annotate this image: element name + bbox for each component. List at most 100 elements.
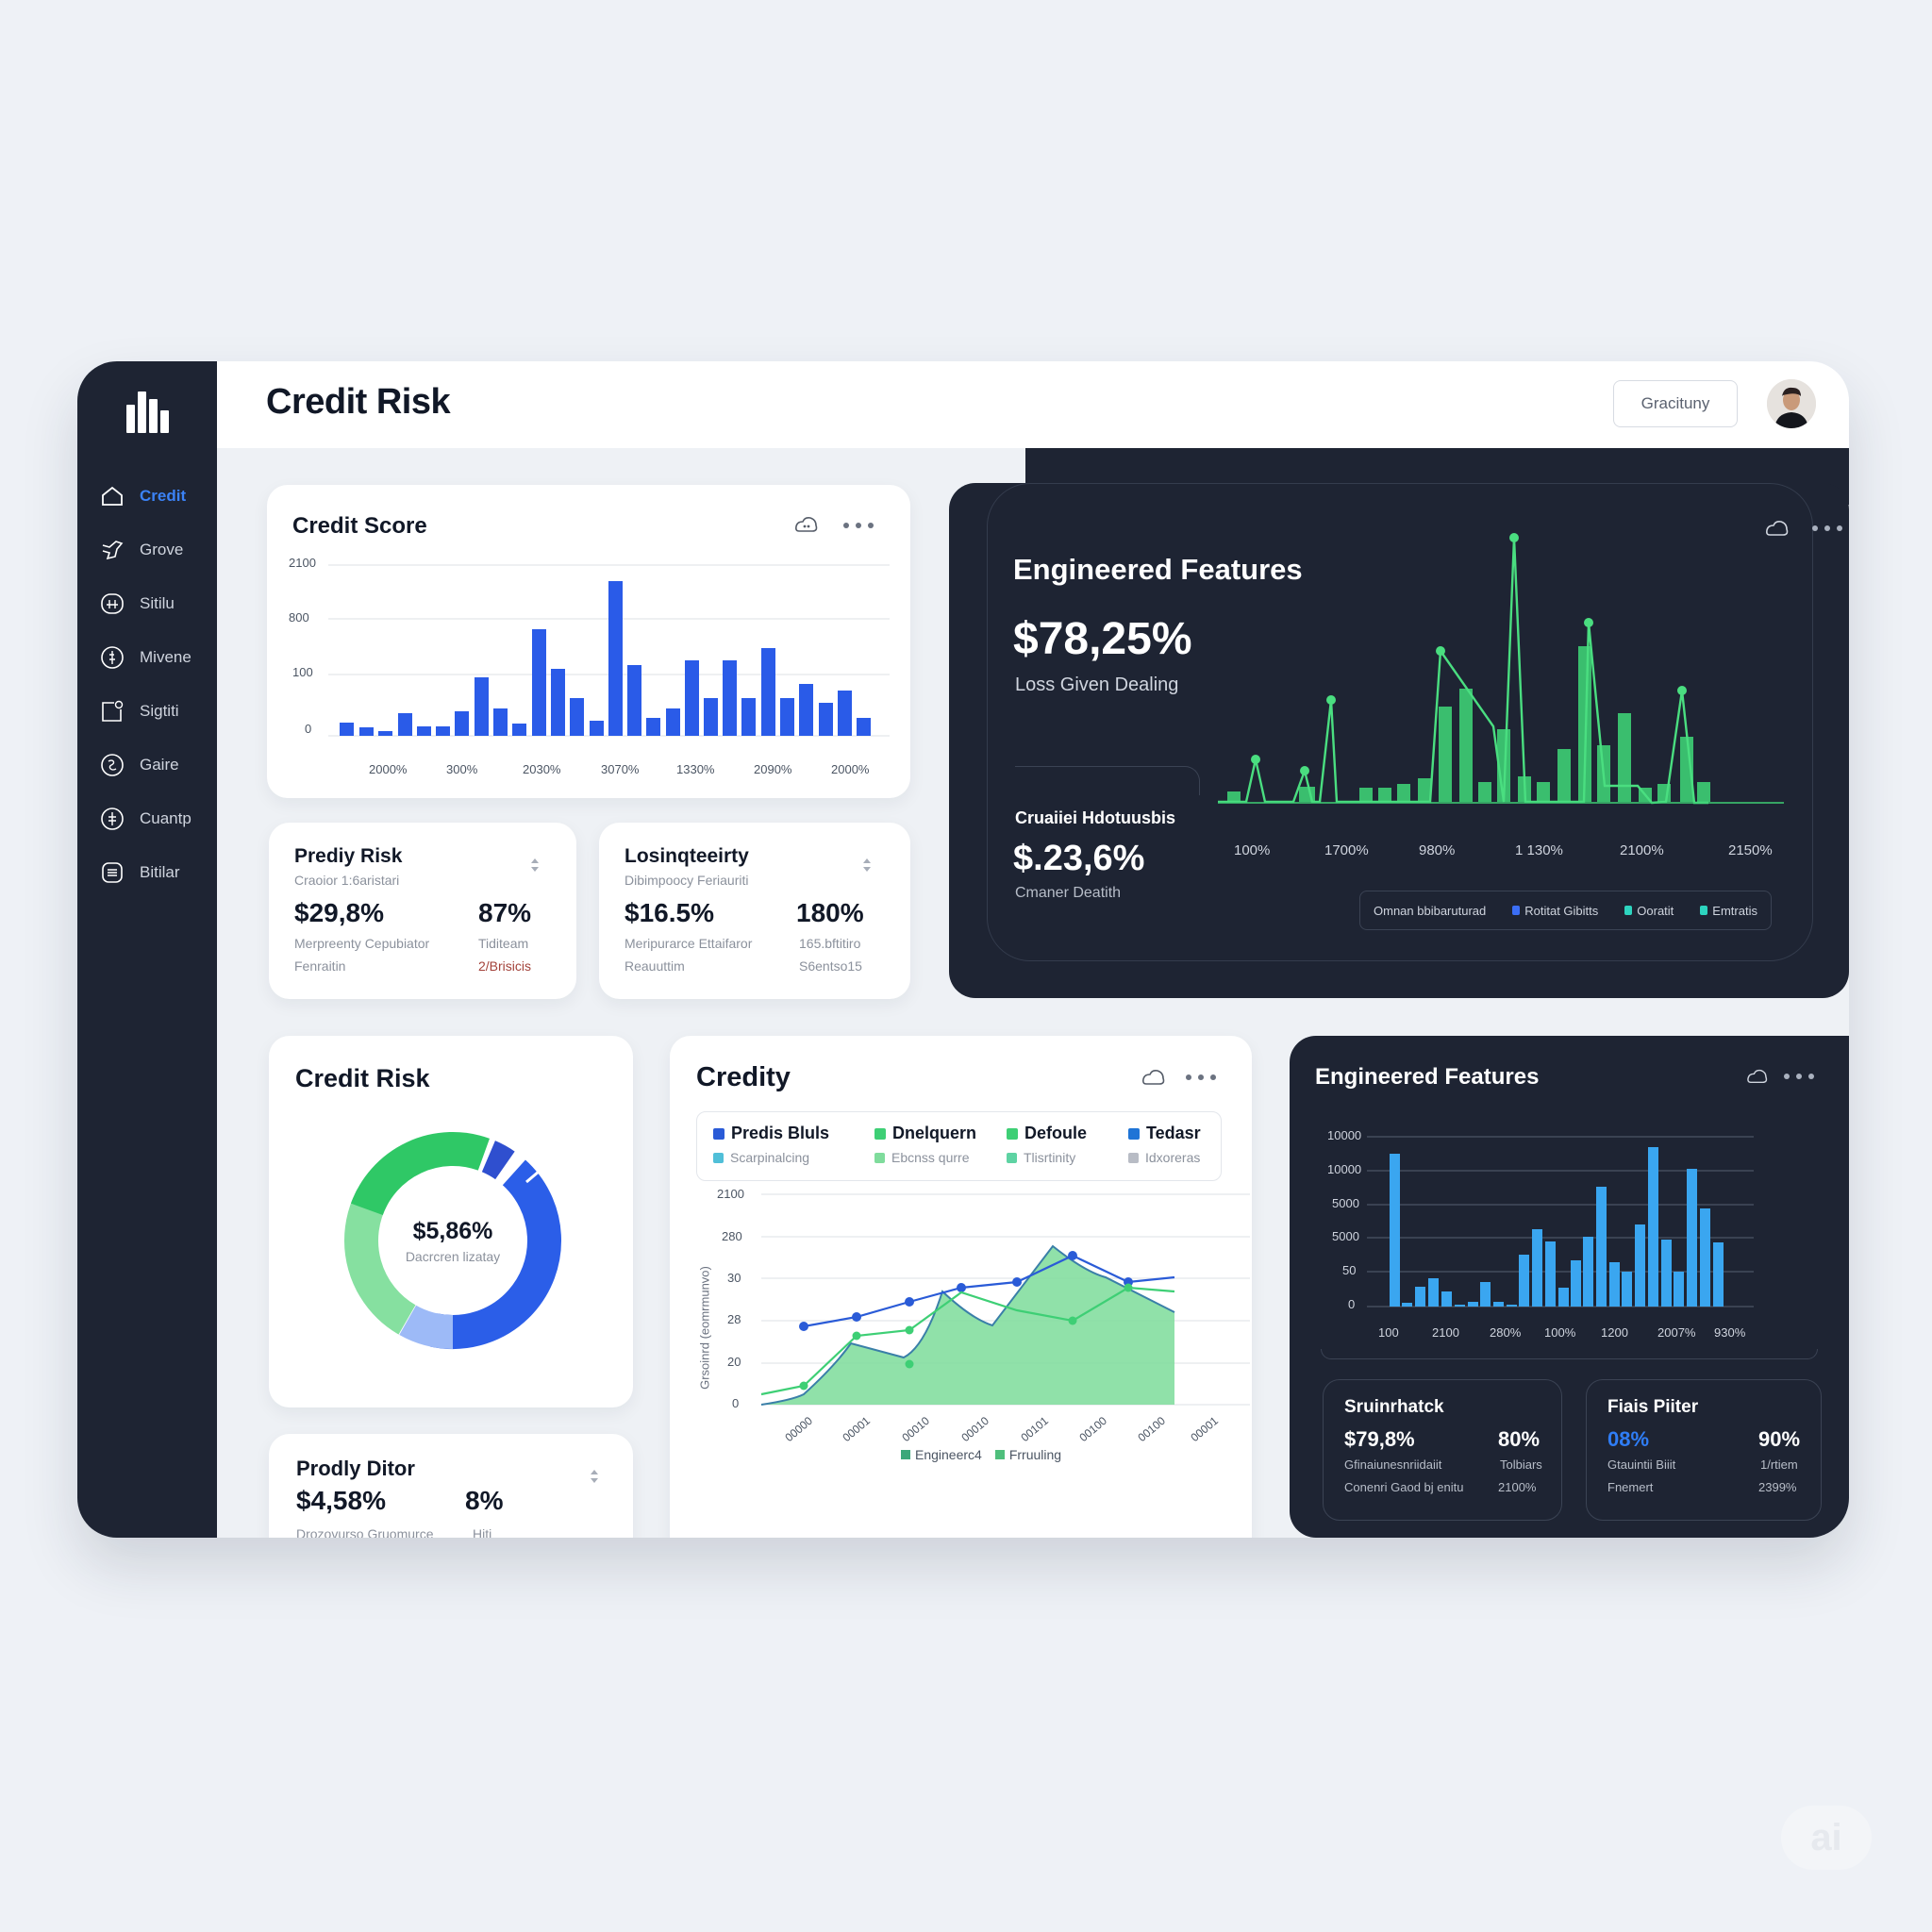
card-title: Credit Score [292,513,427,539]
more-options-icon[interactable] [1812,525,1842,531]
sub-value: $.23,6% [1013,839,1145,878]
avatar[interactable] [1767,379,1816,428]
x-tick: 00100 [1135,1413,1168,1445]
x-tick: 00001 [840,1413,873,1445]
stat-label: 1/rtiem [1760,1457,1798,1472]
card-title: Credity [696,1062,791,1092]
card-subtitle: Craoior 1:6aristari [294,873,400,888]
user-avatar-icon [1767,379,1816,428]
value-label: Meripurarce Ettaifaror [625,936,753,951]
value-label: Merpreenty Cepubiator [294,936,430,951]
y-tick: 0 [732,1396,740,1410]
primary-value: $29,8% [294,898,384,927]
more-options-icon[interactable] [1186,1074,1216,1080]
engineered-features-combo-chart [1218,533,1784,805]
bird-icon [102,541,124,560]
stat-card: Fiais Piiter 08% 90% Gtauintii Biiit Fne… [1586,1379,1822,1521]
x-tick: 2100% [1620,842,1664,858]
card-title: Credit Risk [295,1064,430,1092]
cloud-icon[interactable] [1765,519,1790,538]
y-tick: 2100 [717,1187,744,1201]
value-label: Loss Given Dealing [1015,675,1179,695]
secondary-label: S6entso15 [799,958,862,974]
losinqteeirty-card: Losinqteeirty Dibimpoocy Feriauriti $16.… [599,823,910,999]
cloud-icon[interactable] [1746,1068,1769,1085]
sidebar-item-label: Grove [140,541,184,558]
donut-chart [344,1132,563,1349]
legend-item: Omnan bbibaruturad [1374,903,1487,918]
sidebar-item-grove[interactable]: Grove [100,536,217,564]
x-tick: 100% [1234,842,1271,858]
card-title: Losinqteeirty [625,845,749,867]
x-tick: 300% [446,762,478,776]
sidebar-item-cuantp[interactable]: Cuantp [100,805,217,833]
header-action-button[interactable]: Gracituny [1613,380,1738,427]
legend-item: Ebcnss qurre [874,1150,969,1165]
y-tick: 5000 [1332,1196,1359,1210]
y-axis-label: Grsoinrd (eomrmunvo) [697,1266,712,1390]
credity-line-chart [760,1193,1250,1406]
chart-frame [1321,1349,1818,1359]
cloud-icon[interactable] [794,515,819,534]
sidebar: Credit Grove Sitilu Mivene Sigtiti Gaire… [77,361,217,1538]
x-tick: 00000 [782,1413,815,1445]
sidebar-item-sigtiti[interactable]: Sigtiti [100,697,217,725]
y-tick: 0 [305,722,312,736]
y-tick: 0 [1348,1297,1356,1311]
sidebar-item-credit[interactable]: Credit [100,482,217,510]
card-subtitle: Dibimpoocy Feriauriti [625,873,749,888]
sidebar-item-label: Sigtiti [140,702,179,720]
stat-label: Tolbiars [1500,1457,1542,1472]
x-tick: 2100 [1432,1325,1459,1340]
y-tick: 10000 [1327,1162,1362,1176]
sort-icon[interactable] [861,857,873,874]
stat-label: 2399% [1758,1480,1797,1494]
legend-panel: Predis Bluls Dnelquern Defoule Tedasr Sc… [696,1111,1222,1181]
sidebar-item-label: Credit [140,487,187,505]
stat-title: Sruinrhatck [1344,1397,1444,1417]
sort-icon[interactable] [589,1468,600,1485]
sidebar-item-bitilar[interactable]: Bitilar [100,858,217,887]
x-tick: 2000% [831,762,870,776]
sidebar-item-mivene[interactable]: Mivene [100,643,217,672]
sidebar-item-sitilu[interactable]: Sitilu [100,590,217,618]
x-tick: 3070% [601,762,640,776]
y-tick: 30 [727,1271,741,1285]
x-tick: 930% [1714,1325,1746,1340]
more-options-icon[interactable] [843,523,874,528]
legend-item: Dnelquern [874,1124,976,1143]
legend-item: Ooratit [1624,904,1674,918]
x-tick: 2030% [523,762,561,776]
sidebar-item-label: Gaire [140,756,179,774]
x-tick: 00010 [899,1413,932,1445]
y-tick: 5000 [1332,1229,1359,1243]
x-tick: 280% [1490,1325,1522,1340]
stat-label: Fnemert [1607,1480,1654,1494]
sidebar-item-label: Cuantp [140,809,192,827]
card-title: Prodly Ditor [296,1457,415,1480]
predly-risk-card: Prediy Risk Craoior 1:6aristari $29,8% 8… [269,823,576,999]
sidebar-item-label: Sitilu [140,594,175,612]
x-tick: 00101 [1018,1413,1051,1445]
stat-card: Sruinrhatck $79,8% 80% Gfinaiunesnriidai… [1323,1379,1562,1521]
card-title: Engineered Features [1315,1064,1540,1090]
stat-value: 08% [1607,1427,1650,1451]
secondary-value: 8% [465,1486,504,1515]
bottom-legend: Engineerc4 Frruuling [901,1447,1061,1462]
coin-circle-icon [101,808,124,830]
credit-score-bar-chart [328,564,890,737]
cloud-icon[interactable] [1141,1068,1166,1087]
engineered-features-bar-card: Engineered Features 10000 10000 5000 500… [1290,1036,1849,1538]
card-title: Prediy Risk [294,845,403,867]
sort-icon[interactable] [529,857,541,874]
x-tick: 2000% [369,762,408,776]
legend-item: Idxoreras [1128,1150,1200,1165]
sidebar-item-gaire[interactable]: Gaire [100,751,217,779]
more-options-icon[interactable] [1784,1074,1814,1079]
y-tick: 100 [292,665,313,679]
stat-label: Gtauintii Biiit [1607,1457,1676,1472]
primary-value: $4,58% [296,1486,386,1515]
stat-secondary: 80% [1498,1427,1541,1451]
secondary-label: Hiti [473,1526,492,1538]
y-tick: 50 [1342,1263,1357,1277]
